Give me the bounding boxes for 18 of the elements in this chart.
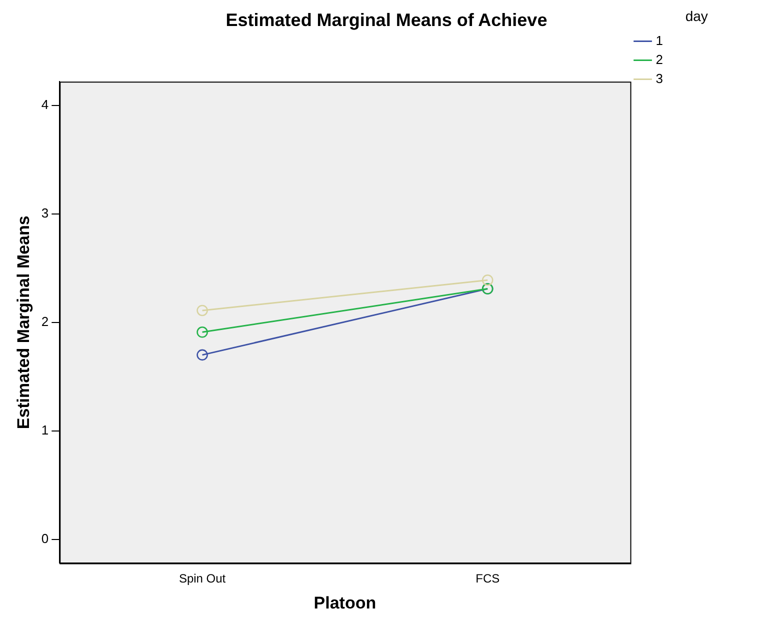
y-tick-label: 1 bbox=[41, 422, 49, 438]
point bbox=[196, 349, 208, 361]
x-axis-title: Platoon bbox=[314, 593, 376, 612]
legend-label: 1 bbox=[656, 32, 664, 48]
x-tick-label: Spin Out bbox=[178, 572, 226, 586]
legend-label: 3 bbox=[656, 70, 664, 86]
y-tick-label: 0 bbox=[41, 530, 49, 546]
legend-title: day bbox=[685, 8, 708, 24]
point bbox=[196, 326, 208, 338]
legend-label: 2 bbox=[656, 52, 664, 67]
point bbox=[482, 274, 494, 286]
y-axis-title: Estimated Marginal Means bbox=[14, 216, 33, 430]
point bbox=[196, 304, 208, 316]
y-tick-label: 3 bbox=[41, 206, 49, 221]
y-tick-label: 2 bbox=[41, 314, 49, 329]
chart-title: Estimated Marginal Means of Achieve bbox=[226, 10, 548, 30]
y-tick-label: 4 bbox=[41, 97, 49, 112]
x-tick-label: FCS bbox=[476, 572, 500, 586]
